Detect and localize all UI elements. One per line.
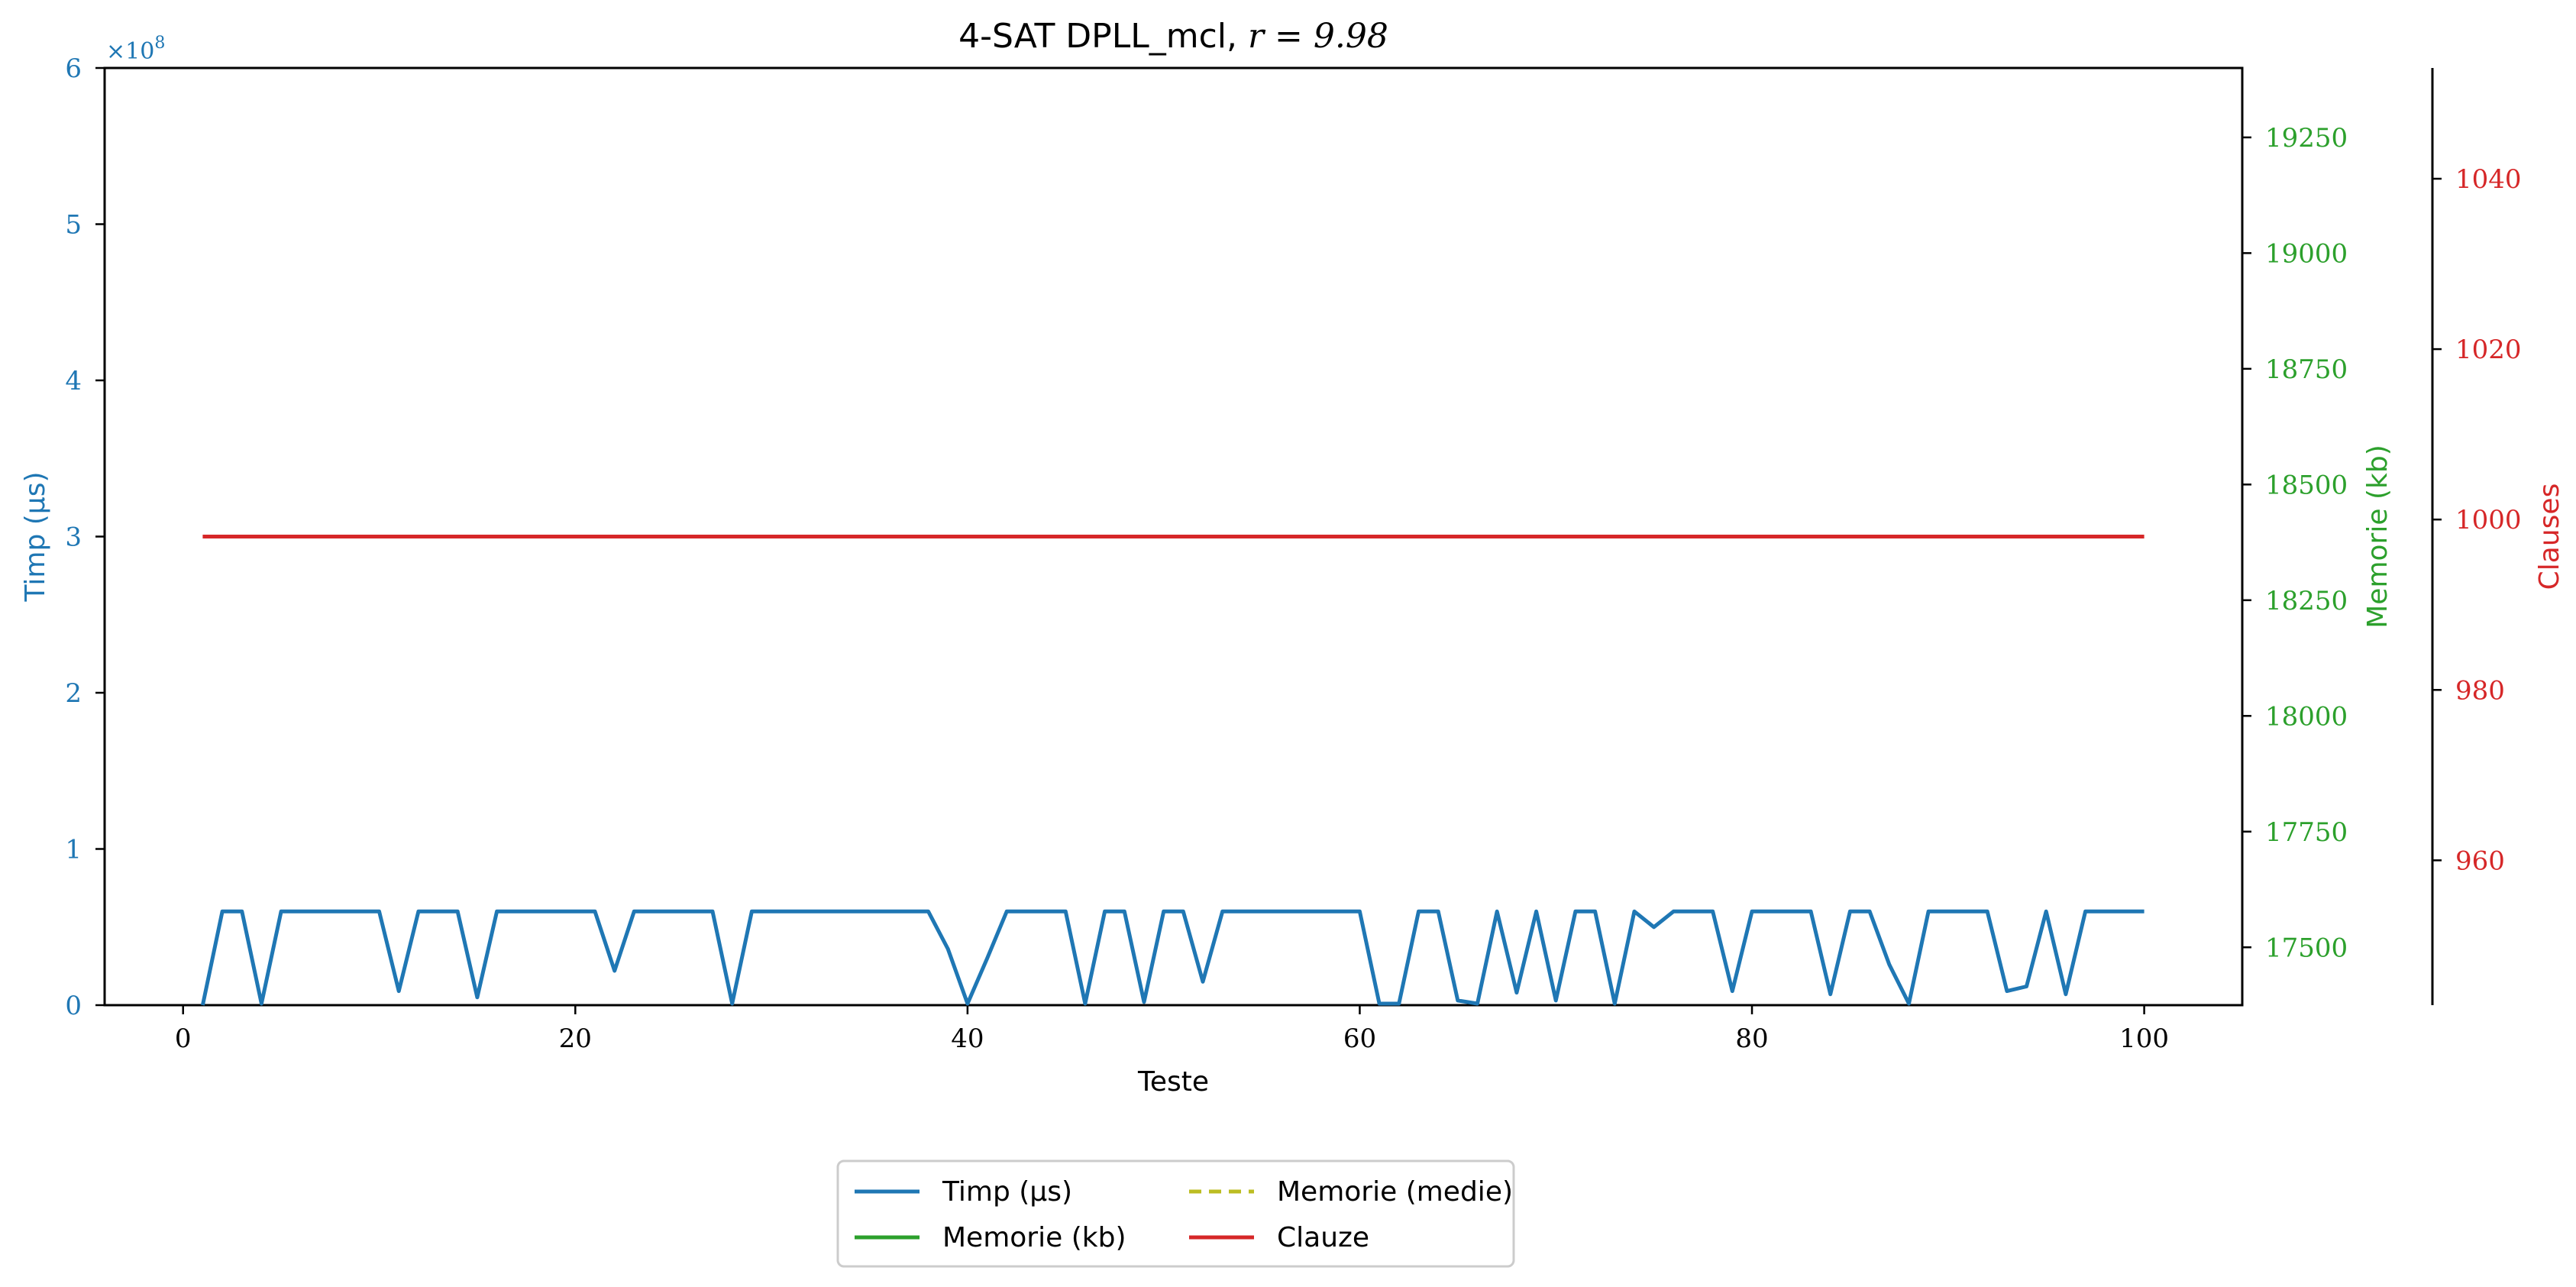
series-line-0: [200, 909, 2145, 1006]
left-y-tick-label: 0: [65, 991, 82, 1021]
left-y-tick-label: 4: [65, 366, 82, 396]
left-axis-multiplier: ×108: [106, 34, 165, 65]
right-y-tick-label: 19000: [2265, 238, 2348, 269]
left-y-tick-label: 2: [65, 678, 82, 709]
far-right-axis-label: Clauses: [2534, 483, 2565, 590]
left-y-tick-label: 1: [65, 835, 82, 865]
legend-label: Timp (μs): [942, 1176, 1072, 1208]
right-axis-label: Memorie (kb): [2362, 445, 2393, 629]
right-y-tick-label: 18250: [2265, 586, 2348, 616]
far-right-y-tick-label: 1020: [2455, 335, 2522, 365]
right-y-tick-label: 18000: [2265, 701, 2348, 732]
x-tick-label: 80: [1735, 1023, 1768, 1054]
right-y-tick-label: 18500: [2265, 470, 2348, 500]
legend-label: Memorie (medie): [1277, 1176, 1513, 1208]
legend-label: Memorie (kb): [942, 1222, 1126, 1253]
right-y-tick-label: 18750: [2265, 354, 2348, 385]
chart-title: 4-SAT DPLL_mcl, r = 9.98: [958, 17, 1388, 56]
x-tick-label: 20: [559, 1023, 592, 1054]
x-tick-label: 60: [1343, 1023, 1376, 1054]
far-right-y-tick-label: 960: [2455, 846, 2505, 876]
legend-label: Clauze: [1277, 1222, 1369, 1253]
chart-title-text: 4-SAT DPLL_mcl,: [958, 17, 1248, 56]
left-axis-multiplier-exp: 8: [154, 34, 165, 53]
legend-box: [836, 1159, 1515, 1268]
left-axis-multiplier-base: ×10: [106, 38, 154, 65]
left-y-tick-label: 3: [65, 522, 82, 553]
right-y-tick-label: 17500: [2265, 933, 2348, 963]
far-right-y-tick-label: 1000: [2455, 505, 2522, 535]
x-tick-label: 0: [175, 1023, 192, 1054]
chart-title-math: r = 9.98: [1248, 17, 1388, 56]
left-y-tick-label: 5: [65, 210, 82, 241]
right-y-tick-label: 17750: [2265, 817, 2348, 848]
far-right-y-tick-label: 980: [2455, 675, 2505, 706]
right-y-tick-label: 19250: [2265, 123, 2348, 154]
left-y-tick-label: 6: [65, 53, 82, 84]
x-axis-label: Teste: [1137, 1066, 1209, 1098]
x-tick-label: 100: [2119, 1023, 2169, 1054]
left-axis-label: Timp (μs): [20, 472, 51, 603]
x-tick-label: 40: [951, 1023, 984, 1054]
far-right-y-tick-label: 1040: [2455, 164, 2522, 195]
